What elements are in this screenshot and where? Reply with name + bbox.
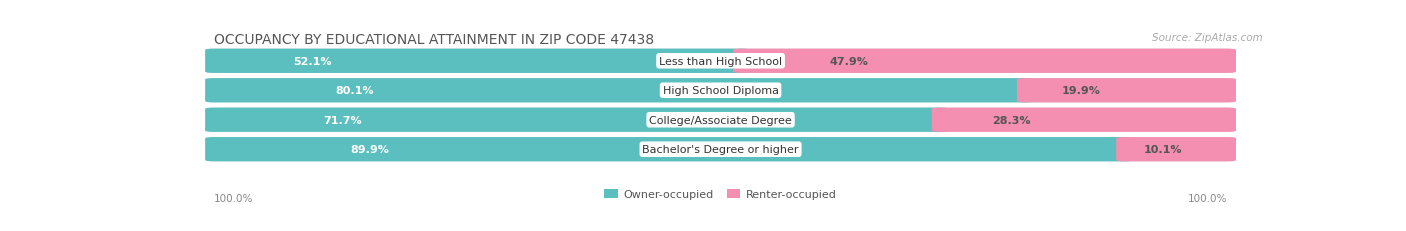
FancyBboxPatch shape — [733, 49, 1236, 74]
FancyBboxPatch shape — [205, 79, 1236, 103]
FancyBboxPatch shape — [205, 49, 1236, 74]
Text: 71.7%: 71.7% — [323, 115, 361, 125]
FancyBboxPatch shape — [205, 79, 1035, 103]
Text: 100.0%: 100.0% — [214, 194, 253, 204]
FancyBboxPatch shape — [205, 108, 949, 132]
Text: 28.3%: 28.3% — [993, 115, 1031, 125]
Text: 100.0%: 100.0% — [1188, 194, 1227, 204]
Text: College/Associate Degree: College/Associate Degree — [650, 115, 792, 125]
FancyBboxPatch shape — [1116, 137, 1236, 162]
Text: 19.9%: 19.9% — [1062, 86, 1101, 96]
FancyBboxPatch shape — [1017, 79, 1236, 103]
Text: 80.1%: 80.1% — [336, 86, 374, 96]
FancyBboxPatch shape — [205, 137, 1133, 162]
Text: 52.1%: 52.1% — [292, 57, 332, 67]
Text: OCCUPANCY BY EDUCATIONAL ATTAINMENT IN ZIP CODE 47438: OCCUPANCY BY EDUCATIONAL ATTAINMENT IN Z… — [214, 33, 654, 47]
FancyBboxPatch shape — [932, 108, 1236, 132]
FancyBboxPatch shape — [205, 49, 751, 74]
Text: Bachelor's Degree or higher: Bachelor's Degree or higher — [643, 145, 799, 155]
Text: Less than High School: Less than High School — [659, 57, 782, 67]
Text: Source: ZipAtlas.com: Source: ZipAtlas.com — [1153, 33, 1263, 43]
Legend: Owner-occupied, Renter-occupied: Owner-occupied, Renter-occupied — [600, 184, 841, 204]
FancyBboxPatch shape — [205, 137, 1236, 162]
Text: High School Diploma: High School Diploma — [662, 86, 779, 96]
Text: 47.9%: 47.9% — [830, 57, 868, 67]
FancyBboxPatch shape — [205, 108, 1236, 132]
Text: 10.1%: 10.1% — [1143, 145, 1182, 155]
Text: 89.9%: 89.9% — [350, 145, 389, 155]
